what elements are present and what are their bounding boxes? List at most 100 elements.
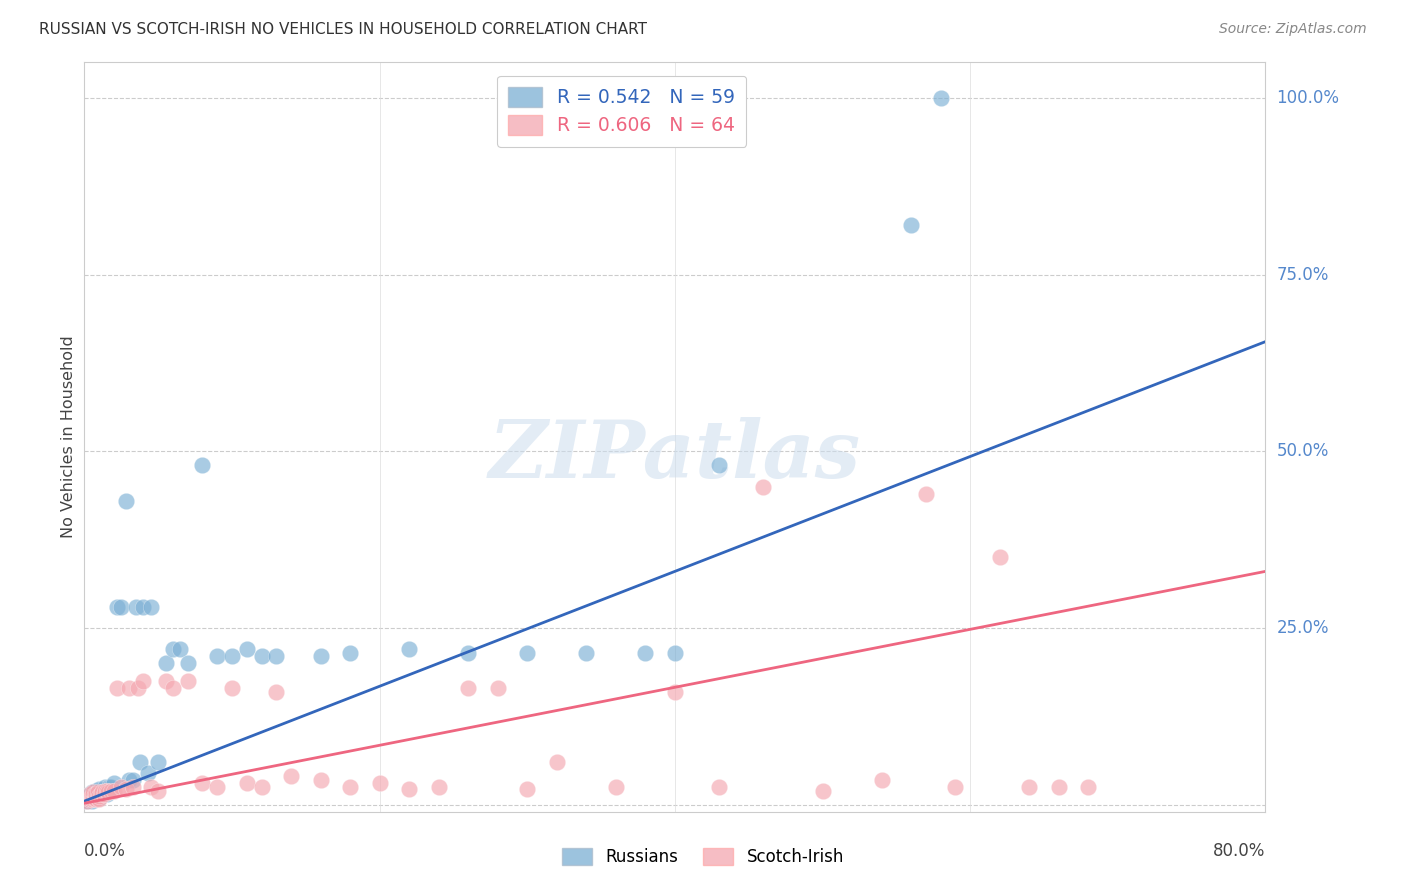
Point — [177, 673, 200, 688]
Point — [266, 649, 288, 664]
Point — [93, 787, 115, 801]
Point — [250, 780, 273, 794]
Point — [177, 657, 200, 671]
Point — [309, 772, 332, 787]
Point — [114, 493, 136, 508]
Point — [79, 790, 101, 805]
Point — [221, 681, 243, 695]
Point — [191, 776, 214, 790]
Point — [945, 780, 967, 794]
Point — [191, 458, 214, 473]
Point — [132, 599, 155, 614]
Point — [162, 642, 184, 657]
Point — [100, 783, 122, 797]
Point — [339, 780, 361, 794]
Point — [132, 673, 155, 688]
Point — [709, 458, 731, 473]
Point — [91, 785, 114, 799]
Point — [900, 218, 922, 232]
Point — [110, 780, 132, 794]
Point — [155, 657, 177, 671]
Point — [80, 785, 103, 799]
Text: 100.0%: 100.0% — [1277, 89, 1340, 107]
Point — [77, 789, 100, 804]
Point — [250, 649, 273, 664]
Point — [87, 782, 111, 797]
Point — [97, 785, 120, 799]
Point — [93, 783, 115, 797]
Point — [118, 681, 141, 695]
Point — [125, 599, 148, 614]
Point — [1018, 780, 1040, 794]
Point — [76, 794, 98, 808]
Point — [139, 780, 162, 794]
Point — [929, 91, 952, 105]
Point — [94, 780, 117, 794]
Point — [169, 642, 191, 657]
Point — [90, 787, 112, 801]
Point — [94, 783, 117, 797]
Point — [84, 792, 107, 806]
Point — [309, 649, 332, 664]
Point — [80, 792, 103, 806]
Point — [915, 486, 938, 500]
Point — [96, 787, 118, 801]
Point — [87, 789, 111, 804]
Point — [136, 765, 159, 780]
Text: 50.0%: 50.0% — [1277, 442, 1329, 460]
Point — [82, 790, 104, 805]
Point — [427, 780, 450, 794]
Point — [516, 782, 538, 797]
Point — [80, 790, 103, 805]
Point — [83, 783, 105, 797]
Point — [90, 787, 112, 801]
Point — [82, 787, 104, 801]
Text: Source: ZipAtlas.com: Source: ZipAtlas.com — [1219, 22, 1367, 37]
Point — [605, 780, 627, 794]
Text: 25.0%: 25.0% — [1277, 619, 1329, 637]
Point — [664, 684, 686, 698]
Point — [100, 780, 122, 794]
Text: 75.0%: 75.0% — [1277, 266, 1329, 284]
Point — [82, 792, 104, 806]
Text: 0.0%: 0.0% — [84, 842, 127, 860]
Point — [91, 785, 114, 799]
Point — [79, 787, 101, 801]
Point — [98, 780, 121, 794]
Point — [280, 769, 302, 783]
Point — [129, 756, 152, 770]
Point — [80, 794, 103, 808]
Point — [79, 790, 101, 805]
Point — [105, 681, 128, 695]
Point — [103, 783, 125, 797]
Point — [207, 649, 229, 664]
Point — [82, 785, 104, 799]
Point — [457, 646, 479, 660]
Text: ZIPatlas: ZIPatlas — [489, 417, 860, 494]
Point — [86, 785, 108, 799]
Point — [546, 756, 568, 770]
Legend: Russians, Scotch-Irish: Russians, Scotch-Irish — [555, 841, 851, 873]
Point — [339, 646, 361, 660]
Point — [83, 790, 105, 805]
Point — [486, 681, 509, 695]
Point — [83, 792, 105, 806]
Point — [457, 681, 479, 695]
Point — [664, 646, 686, 660]
Point — [516, 646, 538, 660]
Y-axis label: No Vehicles in Household: No Vehicles in Household — [60, 335, 76, 539]
Point — [988, 550, 1011, 565]
Point — [86, 789, 108, 804]
Point — [97, 783, 120, 797]
Point — [148, 783, 170, 797]
Text: 80.0%: 80.0% — [1213, 842, 1265, 860]
Point — [752, 479, 775, 493]
Point — [398, 782, 420, 797]
Point — [79, 787, 101, 801]
Point — [86, 783, 108, 797]
Point — [122, 780, 145, 794]
Point — [155, 673, 177, 688]
Point — [84, 790, 107, 805]
Point — [634, 646, 657, 660]
Point — [236, 642, 259, 657]
